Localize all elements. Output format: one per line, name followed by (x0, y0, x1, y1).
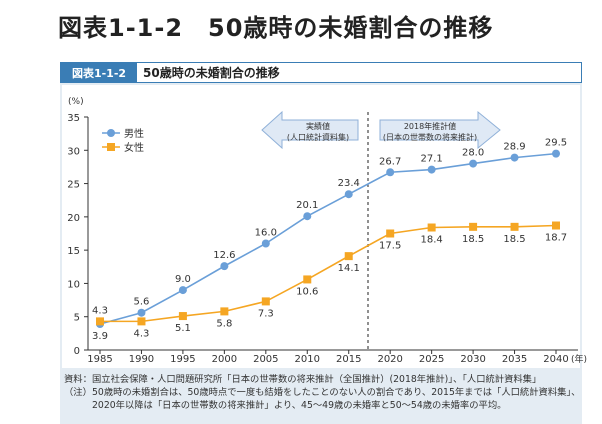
x-tick-label: 2035 (502, 354, 527, 365)
figure-title: 50歳時の未婚割合の推移 (143, 66, 280, 80)
data-label: 18.7 (545, 233, 567, 244)
series-line (100, 224, 557, 323)
data-label: 28.0 (462, 148, 484, 159)
x-tick-label: 2000 (212, 354, 237, 365)
data-point (261, 297, 270, 306)
note-text: 50歳時の未婚割合は、50歳時点で一度も結婚をしたことのない人の割合であり、20… (92, 387, 581, 411)
data-label: 14.1 (338, 263, 360, 274)
data-label: 20.1 (296, 200, 318, 211)
data-label: 7.3 (258, 308, 274, 319)
data-point (427, 165, 436, 174)
data-point (510, 153, 519, 162)
x-tick-label: 1985 (87, 354, 112, 365)
y-tick-label: 30 (67, 146, 80, 157)
legend-label: 男性 (124, 127, 144, 140)
data-label: 5.6 (134, 297, 150, 308)
data-label: 4.3 (134, 328, 150, 339)
y-tick-label: 5 (74, 313, 80, 324)
figure-header: 図表1-1-2 50歳時の未婚割合の推移 (60, 62, 582, 83)
y-unit-label: (%) (68, 97, 84, 107)
data-point (469, 159, 478, 168)
x-tick-label: 2010 (295, 354, 320, 365)
x-tick-label: 2040 (543, 354, 568, 365)
data-point (552, 221, 560, 230)
notes: 資料： 国立社会保障・人口問題研究所「日本の世帯数の将来推計（全国推計）(2018… (64, 373, 602, 412)
x-tick-label: 1995 (170, 354, 195, 365)
y-tick-label: 15 (67, 246, 80, 257)
data-label: 18.4 (421, 235, 443, 246)
data-point (344, 190, 353, 199)
data-point (137, 308, 146, 317)
actual-source-label: (人口統計資料集) (287, 132, 349, 142)
series-line (99, 152, 557, 325)
x-tick-label: 2020 (377, 354, 402, 365)
data-point (96, 317, 104, 326)
data-point (344, 252, 353, 261)
data-point (469, 222, 478, 231)
data-label: 27.1 (421, 154, 443, 165)
legend-marker (107, 143, 115, 151)
data-point (178, 286, 187, 295)
x-tick-label: 1990 (129, 354, 154, 365)
x-unit-label: (年) (571, 353, 587, 365)
y-tick-label: 10 (67, 279, 80, 290)
data-point (178, 312, 187, 321)
data-point (220, 307, 229, 316)
figure-tag: 図表1-1-2 (61, 63, 137, 82)
note-key: （注） (64, 387, 92, 398)
legend-label: 女性 (124, 141, 144, 154)
y-tick-label: 35 (67, 113, 80, 124)
data-point (261, 239, 270, 248)
data-point (137, 317, 146, 326)
note-text: 国立社会保障・人口問題研究所「日本の世帯数の将来推計（全国推計）(2018年推計… (92, 374, 542, 385)
projection-label: 2018年推計値 (404, 121, 456, 131)
data-point (303, 212, 312, 221)
data-point (303, 275, 312, 284)
data-label: 3.9 (92, 331, 108, 342)
data-label: 18.5 (503, 234, 525, 245)
data-point (386, 168, 395, 177)
data-label: 5.1 (175, 323, 191, 334)
data-label: 4.3 (92, 305, 108, 316)
data-label: 12.6 (213, 250, 235, 261)
y-tick-label: 25 (67, 180, 80, 191)
data-label: 26.7 (379, 156, 401, 167)
data-point (552, 149, 560, 158)
data-label: 29.5 (545, 138, 567, 149)
data-point (427, 223, 436, 232)
data-label: 23.4 (338, 178, 360, 189)
y-tick-label: 0 (74, 346, 80, 357)
x-tick-label: 2030 (460, 354, 485, 365)
data-point (510, 222, 519, 231)
data-label: 17.5 (379, 241, 401, 252)
actual-label: 実績値 (306, 121, 330, 131)
data-label: 28.9 (503, 142, 525, 153)
data-point (220, 262, 229, 271)
x-tick-label: 2025 (419, 354, 444, 365)
x-tick-label: 2005 (253, 354, 278, 365)
projection-arrow (379, 110, 501, 150)
data-label: 10.6 (296, 286, 318, 297)
data-label: 9.0 (175, 274, 191, 285)
x-tick-label: 2015 (336, 354, 361, 365)
page-title: 図表1-1-2 50歳時の未婚割合の推移 (58, 14, 494, 42)
actual-arrow (261, 110, 359, 150)
data-label: 5.8 (216, 318, 232, 329)
note-key: 資料： (64, 374, 92, 385)
data-label: 18.5 (462, 234, 484, 245)
projection-source-label: (日本の世帯数の将来推計) (383, 132, 477, 142)
data-label: 16.0 (255, 227, 277, 238)
legend-marker (107, 129, 115, 137)
data-point (386, 229, 395, 238)
y-tick-label: 20 (67, 213, 80, 224)
